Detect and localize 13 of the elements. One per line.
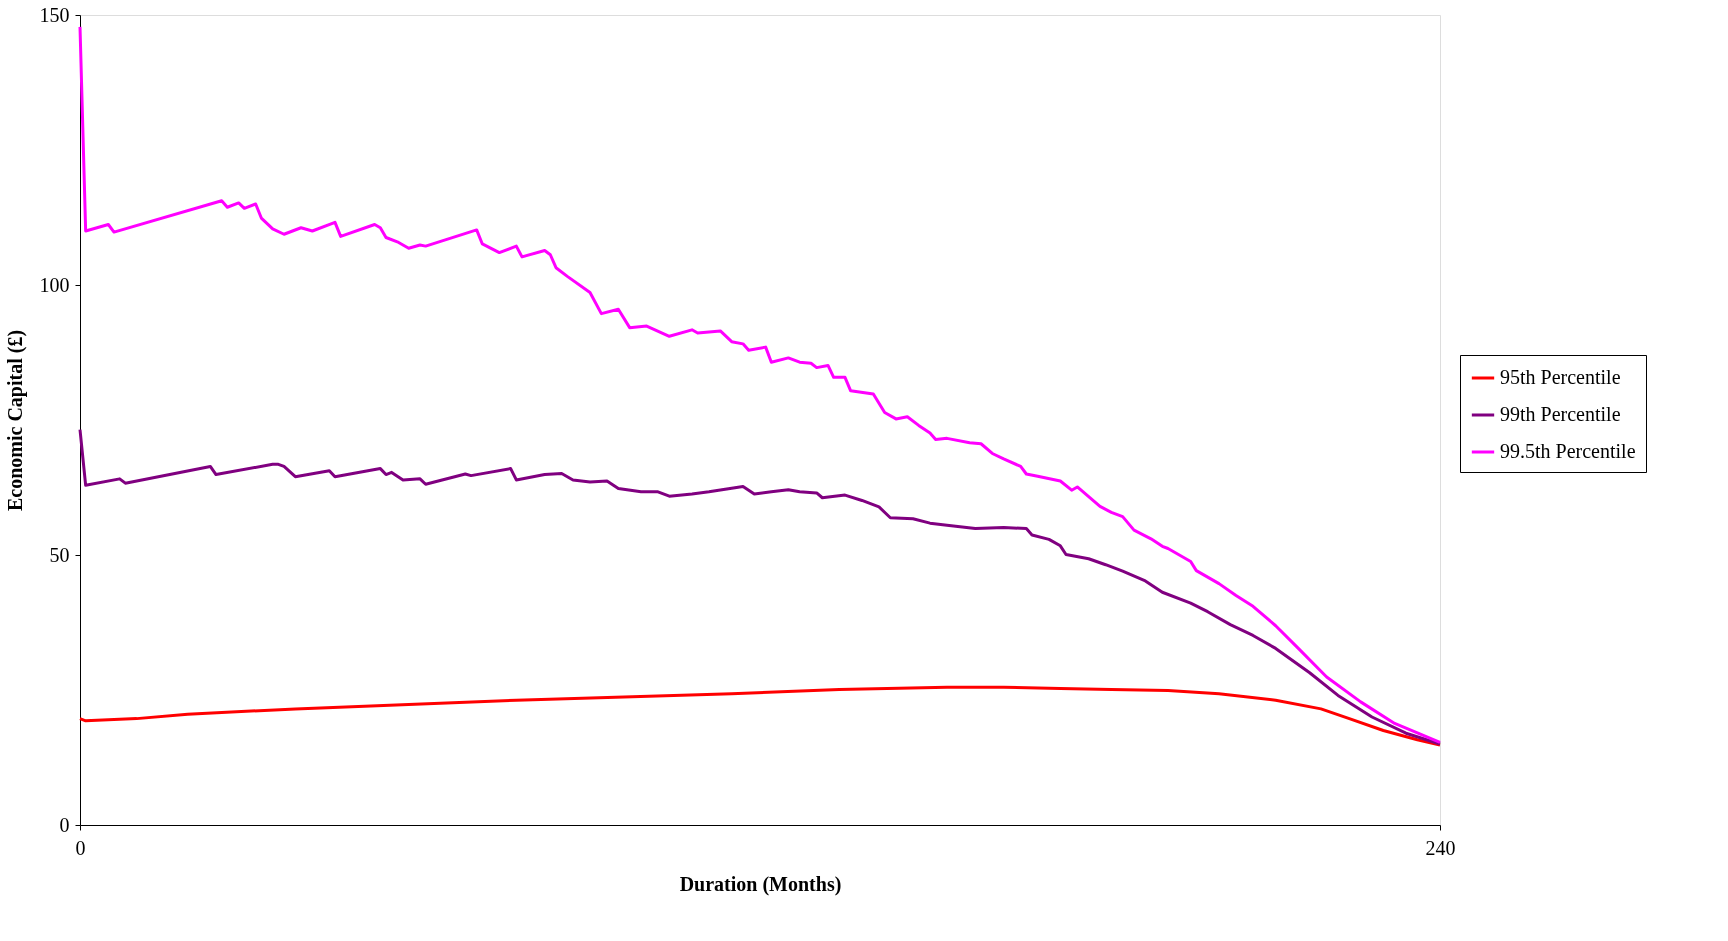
- y-axis-title: Economic Capital (£): [3, 329, 27, 512]
- x-tick-label: 240: [1425, 836, 1456, 859]
- line-series: [78, 25, 1442, 744]
- legend-label: 99th Percentile: [1500, 403, 1621, 425]
- y-tick-label: 0: [59, 813, 70, 836]
- x-axis-title: Duration (Months): [679, 872, 842, 896]
- legend-label: 99.5th Percentile: [1500, 440, 1636, 462]
- y-tick-label: 100: [39, 273, 70, 296]
- legend-label: 95th Percentile: [1500, 366, 1621, 388]
- line-series: [78, 428, 1442, 746]
- y-tick-label: 150: [39, 3, 70, 26]
- line-series: [78, 685, 1442, 747]
- y-tick-label: 50: [49, 543, 70, 566]
